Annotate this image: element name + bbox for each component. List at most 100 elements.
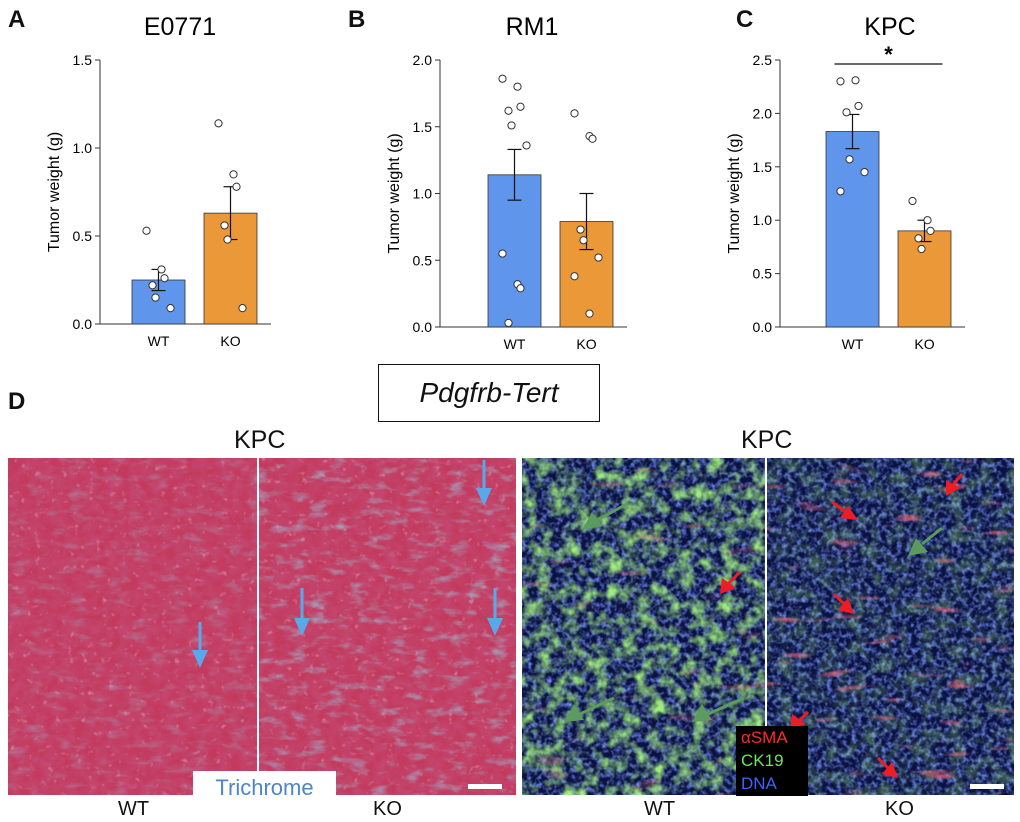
chart1-point-wt: [504, 318, 513, 328]
chart0-point-wt: [166, 304, 175, 313]
chart1-point-wt: [513, 82, 522, 91]
chart1-category-wt: WT: [504, 336, 526, 352]
chart2-point-wt: [854, 101, 863, 111]
chart1-point-wt: [516, 284, 525, 293]
chart-e0771: E0771 Tumor weight (g) 0.0 0.5 1.0 1.5 WT KO: [20, 0, 360, 370]
chart2-point-ko: [926, 226, 935, 235]
ck19-arrows: [564, 502, 943, 722]
immunofluorescence-micrograph: [522, 458, 1014, 795]
chart1-ytick-label: 1.5: [413, 119, 433, 135]
genotype-label-box: Pdgfrb-Tert: [378, 364, 600, 422]
chart2-point-wt: [845, 155, 854, 164]
trichrome-arrows: [192, 460, 503, 668]
chart-e0771-svg: E0771 Tumor weight (g) 0.0 0.5 1.0 1.5 WT KO: [46, 13, 271, 349]
chart2-ytick-label: 2.0: [753, 105, 773, 121]
legend-ck19: CK19: [741, 750, 784, 770]
chart0-point-wt: [151, 293, 160, 302]
trichrome-stain-label: Trichrome: [193, 771, 336, 805]
chart2-ytick-label: 1.0: [753, 212, 773, 228]
chart0-ytick-label: 1.0: [73, 140, 93, 156]
chart1-point-wt: [498, 74, 507, 83]
genotype-label: Pdgfrb-Tert: [419, 377, 559, 408]
chart0-point-ko: [238, 304, 247, 313]
chart1-point-wt: [516, 102, 525, 111]
chart1-point-ko: [579, 236, 588, 245]
legend-sma: αSMA: [741, 727, 788, 747]
chart0-point-wt: [142, 226, 151, 235]
chart0-point-wt: [157, 265, 166, 274]
fluorescence-legend: αSMA CK19 DNA: [736, 726, 808, 796]
chart2-ytick-label: 1.5: [753, 159, 773, 175]
chart2-category-ko: KO: [914, 336, 934, 352]
chart-rm1-svg: RM1 Tumor weight (g) 0.0 0.5 1.0 1.5 2.0 WT KO: [386, 13, 627, 352]
chart0-point-ko: [232, 182, 241, 191]
if-ko-label: KO: [885, 798, 914, 820]
chart1-point-wt: [504, 106, 513, 115]
chart2-point-wt: [851, 76, 860, 85]
panel-letter-d: D: [8, 388, 26, 415]
chart1-ytick-label: 2.0: [413, 52, 433, 68]
immunofluorescence-image: [522, 458, 1014, 795]
chart2-point-ko: [914, 234, 923, 243]
chart1-title: RM1: [506, 13, 559, 41]
if-wt-label: WT: [644, 798, 676, 820]
chart1-point-wt: [522, 141, 531, 150]
chart1-point-wt: [498, 249, 507, 258]
chart2-ytick-label: 2.5: [753, 52, 773, 68]
trichrome-micrograph-image: [8, 458, 516, 795]
if-panel-title: KPC: [741, 426, 793, 454]
chart2-bar-wt: [825, 131, 880, 328]
chart1-point-ko: [585, 309, 594, 318]
trichrome-wt-label: WT: [118, 798, 150, 820]
trichrome-ko-label: KO: [373, 798, 402, 820]
chart2-bar-ko: [897, 230, 952, 328]
chart2-significance-star: *: [884, 42, 893, 67]
chart2-title: KPC: [864, 13, 915, 41]
chart-kpc: KPC Tumor weight (g) 0.0 0.5 1.0 1.5 2.0 2.5 WT K…: [700, 0, 1020, 370]
chart2-point-ko: [917, 244, 926, 254]
chart0-point-ko: [223, 235, 232, 244]
chart2-point-ko: [923, 216, 932, 225]
chart1-point-ko: [588, 134, 597, 143]
chart1-point-ko: [594, 253, 603, 262]
panel-letter-b: B: [348, 6, 366, 33]
chart0-title: E0771: [144, 13, 216, 41]
chart-kpc-svg: KPC Tumor weight (g) 0.0 0.5 1.0 1.5 2.0 2.5 WT K…: [726, 13, 965, 352]
chart0-point-ko: [229, 170, 238, 179]
trichrome-stain-text: Trichrome: [215, 775, 314, 800]
chart1-ytick-label: 0.0: [413, 319, 433, 335]
chart2-point-wt: [842, 108, 851, 117]
chart0-category-wt: WT: [148, 333, 170, 349]
legend-dna: DNA: [741, 774, 777, 794]
chart1-ytick-label: 1.0: [413, 186, 433, 202]
chart-rm1: RM1 Tumor weight (g) 0.0 0.5 1.0 1.5 2.0 WT KO: [360, 0, 700, 370]
chart1-point-wt: [507, 121, 516, 130]
chart2-point-wt: [836, 187, 845, 196]
chart1-point-ko: [576, 225, 585, 234]
chart0-point-wt: [160, 274, 169, 283]
chart0-point-ko: [220, 221, 229, 230]
chart1-ytick-label: 0.5: [413, 252, 433, 268]
chart0-ylabel: Tumor weight (g): [46, 132, 63, 252]
chart1-point-ko: [570, 109, 579, 118]
chart2-point-wt: [836, 77, 845, 86]
chart2-ytick-label: 0.0: [753, 319, 773, 335]
chart0-ytick-label: 0.5: [73, 228, 93, 244]
panel-letter-a: A: [8, 6, 26, 33]
chart2-point-ko: [908, 196, 917, 206]
chart0-ytick-label: 1.5: [73, 52, 93, 68]
chart1-ylabel: Tumor weight (g): [386, 133, 403, 253]
chart0-point-wt: [148, 281, 157, 290]
chart0-point-ko: [214, 119, 223, 128]
chart0-ytick-label: 0.0: [73, 316, 93, 332]
chart2-point-wt: [860, 168, 869, 177]
chart2-ylabel: Tumor weight (g): [726, 133, 743, 253]
chart2-ytick-label: 0.5: [753, 266, 773, 282]
chart1-point-ko: [570, 272, 579, 281]
chart0-category-ko: KO: [220, 333, 240, 349]
chart2-category-wt: WT: [842, 336, 864, 352]
trichrome-micrograph: [8, 458, 516, 795]
chart1-category-ko: KO: [576, 336, 596, 352]
trichrome-panel-title: KPC: [234, 426, 286, 454]
panel-letter-c: C: [736, 6, 754, 33]
